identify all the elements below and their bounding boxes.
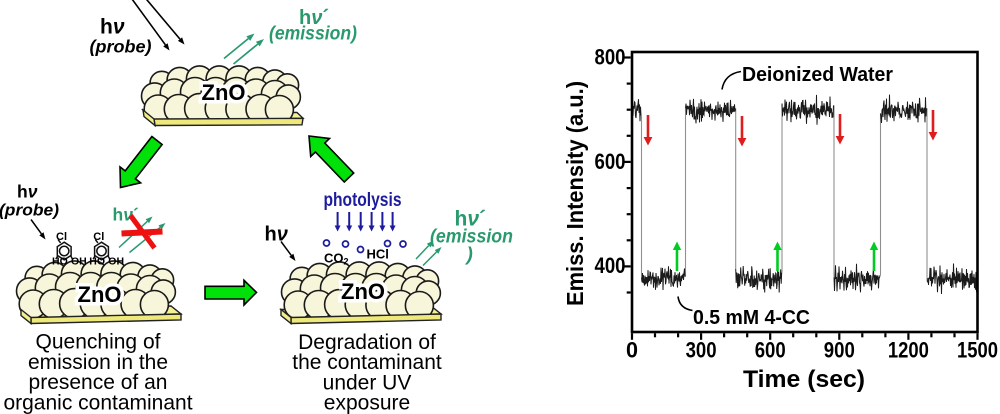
svg-text:HCl: HCl [367,247,389,262]
svg-text:ZnO: ZnO [202,80,246,105]
svg-text:presence of an: presence of an [29,371,168,394]
svg-text:ZnO: ZnO [341,279,385,304]
svg-text:Time (sec): Time (sec) [743,366,865,393]
svg-text:Emiss. Intensity (a.u.): Emiss. Intensity (a.u.) [562,81,588,306]
svg-text:): ) [465,245,473,266]
svg-text:hν´: hν´ [455,208,487,231]
svg-text:800: 800 [595,44,626,69]
svg-text:400: 400 [595,253,626,278]
svg-text:(emission): (emission) [269,24,357,45]
svg-text:600: 600 [755,338,786,363]
svg-text:ZnO: ZnO [78,282,122,307]
svg-text:OH: OH [108,256,124,268]
svg-text:300: 300 [686,338,717,363]
svg-text:(probe): (probe) [90,37,152,57]
svg-text:0.5 mM 4-CC: 0.5 mM 4-CC [693,307,810,329]
svg-text:exposure: exposure [324,392,410,414]
svg-text:Cl: Cl [93,231,104,243]
svg-text:under UV: under UV [323,371,412,394]
svg-text:1500: 1500 [957,338,998,363]
svg-text:hν: hν [100,16,125,39]
svg-text:Deionized Water: Deionized Water [742,64,893,86]
svg-text:organic contaminant: organic contaminant [3,391,192,414]
svg-text:photolysis: photolysis [324,190,402,211]
svg-text:HO: HO [89,256,105,268]
svg-text:hν: hν [265,224,288,246]
svg-text:the contaminant: the contaminant [292,351,442,374]
svg-text:900: 900 [824,338,855,363]
svg-text:CO2: CO2 [324,251,349,267]
svg-text:Degradation of: Degradation of [298,331,436,354]
svg-text:hν´: hν´ [299,7,329,29]
svg-text:0: 0 [626,338,638,363]
svg-text:HO: HO [52,256,68,268]
svg-text:emission in the: emission in the [28,351,168,374]
svg-text:hν: hν [17,182,38,202]
svg-text:(emission: (emission [430,227,513,248]
svg-text:600: 600 [595,149,626,174]
svg-text:(probe): (probe) [0,202,60,220]
svg-text:Cl: Cl [56,231,67,243]
svg-text:1200: 1200 [888,338,929,363]
svg-text:OH: OH [71,256,87,268]
svg-text:Quenching of: Quenching of [36,331,161,354]
